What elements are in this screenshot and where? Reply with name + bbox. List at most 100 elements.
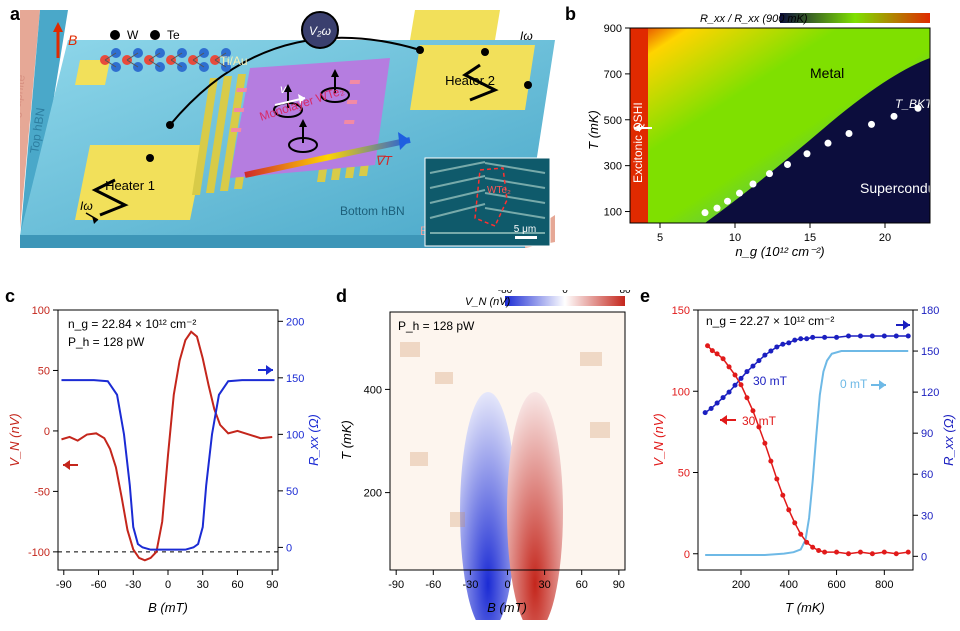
panel-c-plot: -90 -60 -30 0 30 60 90 -100 -50 0 50 100 0 50 100 150… bbox=[3, 290, 323, 620]
panel-c-xlabel: B (mT) bbox=[148, 600, 188, 615]
svg-text:90: 90 bbox=[266, 579, 278, 591]
svg-text:180: 180 bbox=[921, 305, 939, 317]
svg-text:15: 15 bbox=[804, 232, 816, 244]
panel-e-0mt: 0 mT bbox=[840, 377, 868, 391]
panel-d-cbar-label: V_N (nV) bbox=[465, 296, 511, 308]
svg-text:-30: -30 bbox=[125, 579, 141, 591]
metal-label: Metal bbox=[810, 65, 844, 81]
svg-text:Iω: Iω bbox=[520, 29, 533, 43]
svg-text:WTe₂: WTe₂ bbox=[487, 185, 511, 196]
panel-b-xlabel: n_g (10¹² cm⁻²) bbox=[735, 244, 824, 259]
top-pad-right bbox=[410, 10, 500, 40]
svg-text:600: 600 bbox=[827, 579, 845, 591]
svg-text:0: 0 bbox=[504, 579, 510, 591]
heater-2: Heater 2 bbox=[410, 45, 535, 110]
svg-text:100: 100 bbox=[672, 386, 690, 398]
svg-text:60: 60 bbox=[231, 579, 243, 591]
svg-text:90: 90 bbox=[613, 579, 625, 591]
svg-text:0: 0 bbox=[684, 549, 690, 561]
svg-text:1: 1 bbox=[852, 10, 858, 13]
svg-text:60: 60 bbox=[921, 469, 933, 481]
tbkt-label: T_BKT bbox=[895, 97, 934, 111]
panel-a-illustration: Heater 1 Heater 2 bbox=[20, 10, 555, 250]
svg-text:100: 100 bbox=[604, 207, 622, 219]
svg-text:0: 0 bbox=[777, 10, 783, 13]
svg-text:700: 700 bbox=[604, 69, 622, 81]
panel-b-phase-diagram: R_xx / R_xx (900 mK) 0 1 2 5 10 15 20 100 30… bbox=[580, 10, 945, 260]
panel-b-letter: b bbox=[565, 4, 576, 25]
svg-text:80: 80 bbox=[619, 290, 631, 296]
panel-d-colorbar bbox=[505, 296, 625, 306]
panel-e-ng: n_g = 22.27 × 10¹² cm⁻² bbox=[706, 314, 834, 328]
panel-e-ylabel-right: R_xx (Ω) bbox=[941, 414, 956, 466]
svg-text:0: 0 bbox=[286, 542, 292, 554]
svg-text:5 μm: 5 μm bbox=[514, 224, 536, 235]
svg-text:400: 400 bbox=[364, 384, 382, 396]
svg-text:300: 300 bbox=[604, 161, 622, 173]
svg-text:200: 200 bbox=[732, 579, 750, 591]
panel-c-ylabel-right: R_xx (Ω) bbox=[306, 414, 321, 466]
panel-e-plot: 200400600800 050100150 0306090120150180 … bbox=[648, 290, 958, 620]
panel-c-ph: P_h = 128 pW bbox=[68, 335, 145, 349]
svg-text:Te: Te bbox=[167, 28, 180, 42]
svg-text:50: 50 bbox=[678, 468, 690, 480]
sc-label: Superconductor bbox=[860, 180, 945, 196]
svg-text:B: B bbox=[68, 32, 77, 48]
svg-text:Heater 1: Heater 1 bbox=[105, 178, 155, 193]
svg-text:10: 10 bbox=[729, 232, 741, 244]
svg-text:∇T: ∇T bbox=[375, 153, 393, 168]
svg-text:60: 60 bbox=[576, 579, 588, 591]
svg-text:100: 100 bbox=[32, 305, 50, 317]
svg-text:150: 150 bbox=[286, 373, 304, 385]
panel-d-ylabel: T (mK) bbox=[339, 420, 354, 460]
svg-text:-50: -50 bbox=[34, 486, 50, 498]
panel-c-ng: n_g = 22.84 × 10¹² cm⁻² bbox=[68, 317, 196, 331]
svg-text:2: 2 bbox=[927, 10, 933, 13]
panel-d-xlabel: B (mT) bbox=[487, 600, 527, 615]
svg-text:50: 50 bbox=[38, 365, 50, 377]
svg-text:100: 100 bbox=[286, 429, 304, 441]
panel-b-cbar-label: R_xx / R_xx (900 mK) bbox=[700, 13, 808, 25]
svg-text:-30: -30 bbox=[462, 579, 478, 591]
svg-text:0: 0 bbox=[165, 579, 171, 591]
svg-text:30: 30 bbox=[921, 510, 933, 522]
svg-text:-60: -60 bbox=[91, 579, 107, 591]
figure-root: a b c d e He bbox=[0, 0, 960, 631]
svg-text:-100: -100 bbox=[28, 547, 50, 559]
svg-text:50: 50 bbox=[286, 486, 298, 498]
svg-text:Iω: Iω bbox=[80, 199, 93, 213]
svg-text:V₂ω: V₂ω bbox=[309, 24, 331, 38]
inset-micrograph: WTe₂ 5 μm bbox=[425, 158, 550, 246]
bottom-hbn-label: Bottom hBN bbox=[340, 204, 405, 218]
svg-text:5: 5 bbox=[657, 232, 663, 244]
svg-text:200: 200 bbox=[364, 488, 382, 500]
panel-b-ylabel: T (mK) bbox=[586, 110, 601, 150]
qshi-label: Excitonic QSHI bbox=[631, 102, 645, 183]
svg-text:120: 120 bbox=[921, 387, 939, 399]
svg-text:0: 0 bbox=[44, 426, 50, 438]
panel-d-heatmap: V_N (nV) -80 0 80 -90-60-300306090 20040… bbox=[335, 290, 640, 620]
svg-text:800: 800 bbox=[875, 579, 893, 591]
panel-e-ylabel-left: V_N (nV) bbox=[651, 413, 666, 466]
svg-text:200: 200 bbox=[286, 316, 304, 328]
svg-text:-80: -80 bbox=[498, 290, 513, 296]
svg-text:150: 150 bbox=[921, 346, 939, 358]
panel-e-30mt-rxx: 30 mT bbox=[753, 374, 788, 388]
panel-a-letter: a bbox=[10, 4, 20, 25]
svg-text:-90: -90 bbox=[388, 579, 404, 591]
svg-text:30: 30 bbox=[538, 579, 550, 591]
svg-text:W: W bbox=[127, 28, 139, 42]
panel-d-ph: P_h = 128 pW bbox=[398, 319, 475, 333]
panel-c-ylabel-left: V_N (nV) bbox=[7, 413, 22, 466]
svg-text:20: 20 bbox=[879, 232, 891, 244]
svg-text:-90: -90 bbox=[56, 579, 72, 591]
svg-text:400: 400 bbox=[780, 579, 798, 591]
svg-text:Heater 2: Heater 2 bbox=[445, 73, 495, 88]
svg-text:900: 900 bbox=[604, 23, 622, 35]
svg-text:90: 90 bbox=[921, 428, 933, 440]
svg-text:30: 30 bbox=[197, 579, 209, 591]
svg-text:v: v bbox=[280, 82, 287, 96]
svg-text:0: 0 bbox=[921, 551, 927, 563]
panel-e-xlabel: T (mK) bbox=[785, 600, 825, 615]
svg-text:-60: -60 bbox=[425, 579, 441, 591]
